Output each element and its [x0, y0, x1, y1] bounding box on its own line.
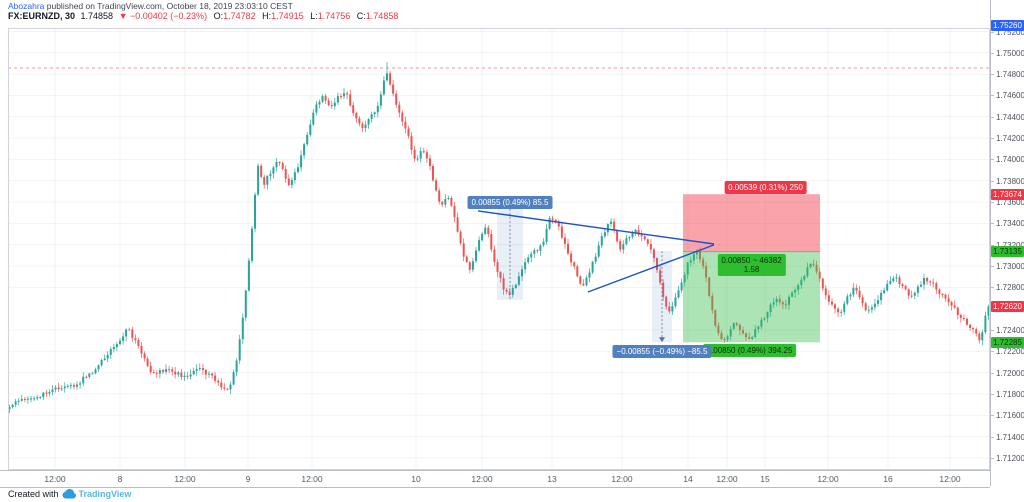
time-tick-label: 12:00	[301, 474, 323, 484]
watermark: Created with TradingView	[8, 489, 131, 499]
time-tick-label: 12:00	[44, 474, 66, 484]
price-tick-label: 1.71400	[991, 433, 1024, 442]
symbol-interval: FX:EURNZD, 30	[8, 11, 76, 21]
symbol-legend[interactable]: FX:EURNZD, 30 1.74858 ▼ −0.00402 (−0.23%…	[8, 11, 398, 22]
publish-line: Abozahra published on TradingView.com, O…	[8, 1, 398, 11]
price-axis-chip-1.75260[interactable]: 1.75260	[991, 20, 1024, 31]
time-tick-label: 14	[683, 474, 693, 484]
open-label: O:	[213, 11, 224, 21]
time-axis[interactable]: 12:00 8 12:00 9 12:00 10 12:00 13 12:00 14 12:00 15…	[0, 470, 990, 488]
price-tick-label: 1.72200	[991, 347, 1024, 356]
created-with-text: Created with	[8, 489, 59, 499]
high-label: H:	[262, 11, 272, 21]
time-tick-label: 8	[117, 474, 123, 484]
price-tick-label: 1.71600	[991, 411, 1024, 420]
price-axis[interactable]: 1.75200 1.75000 1.74800 1.74600 1.74400 1.742…	[990, 0, 1024, 486]
username-link[interactable]: Abozahra	[8, 1, 45, 11]
price-range-up-label[interactable]: 0.00855 (0.49%) 85.5	[467, 195, 553, 209]
price-tick-label: 1.72800	[991, 283, 1024, 292]
time-tick-label: 15	[760, 474, 770, 484]
tradingview-cloud-icon	[62, 489, 76, 499]
short-position-qty-label[interactable]: 0.00850 ~ 46382 1.58	[717, 253, 786, 276]
time-tick-label: 10	[411, 474, 421, 484]
high-value: 1.74915	[271, 11, 304, 21]
price-tick-label: 1.74600	[991, 91, 1024, 100]
open-value: 1.74782	[223, 11, 256, 21]
tradingview-brand-text: TradingView	[78, 489, 132, 499]
chart-header: Abozahra published on TradingView.com, O…	[8, 1, 398, 22]
publish-info: published on TradingView.com, October 18…	[44, 1, 293, 11]
price-axis-chip-1.73135[interactable]: 1.73135	[991, 246, 1024, 257]
price-tick-label: 1.75000	[991, 49, 1024, 58]
low-value: 1.74756	[317, 11, 351, 21]
time-tick-label: 12:00	[611, 474, 633, 484]
short-position-profit-label[interactable]: 0.00850 (0.49%) 394.25	[702, 344, 797, 358]
time-tick-label: 13	[547, 474, 557, 484]
close-label: C:	[356, 11, 366, 21]
price-tick-label: 1.72000	[991, 369, 1024, 378]
price-axis-chip-1.72285[interactable]: 1.72285	[991, 337, 1024, 348]
time-tick-label: 12:00	[817, 474, 839, 484]
price-axis-chip-1.72620[interactable]: 1.72620	[991, 301, 1024, 312]
price-tick-label: 1.74400	[991, 113, 1024, 122]
price-tick-label: 1.71800	[991, 390, 1024, 399]
price-change: ▼ −0.00402 (−0.23%)	[118, 11, 208, 21]
low-label: L:	[310, 11, 318, 21]
price-tick-label: 1.73200	[991, 241, 1024, 250]
price-tick-label: 1.73000	[991, 262, 1024, 271]
price-tick-label: 1.72400	[991, 326, 1024, 335]
price-tick-label: 1.74000	[991, 155, 1024, 164]
time-tick-label: 12:00	[939, 474, 961, 484]
risk-reward-ratio: 1.58	[743, 264, 760, 274]
price-tick-label: 1.71200	[991, 454, 1024, 463]
price-tick-label: 1.74800	[991, 70, 1024, 79]
price-tick-label: 1.73800	[991, 177, 1024, 186]
time-tick-label: 12:00	[174, 474, 196, 484]
last-price: 1.74858	[80, 11, 114, 21]
price-range-down-label[interactable]: −0.00855 (−0.49%) −85.5	[612, 345, 712, 359]
price-tick-label: 1.73400	[991, 219, 1024, 228]
time-tick-label: 9	[245, 474, 251, 484]
price-tick-label: 1.75200	[991, 28, 1024, 37]
time-tick-label: 12:00	[471, 474, 493, 484]
qty-text: 0.00850 ~ 46382	[721, 255, 782, 265]
price-tick-label: 1.74200	[991, 134, 1024, 143]
price-tick-label: 1.73600	[991, 198, 1024, 207]
time-tick-label: 16	[883, 474, 893, 484]
time-tick-label: 12:00	[716, 474, 738, 484]
close-value: 1.74858	[365, 11, 399, 21]
price-axis-chip-1.73674[interactable]: 1.73674	[991, 189, 1024, 200]
candlestick-chart-area[interactable]	[8, 28, 990, 470]
short-position-stop-label[interactable]: 0.00539 (0.31%) 250	[724, 181, 807, 195]
